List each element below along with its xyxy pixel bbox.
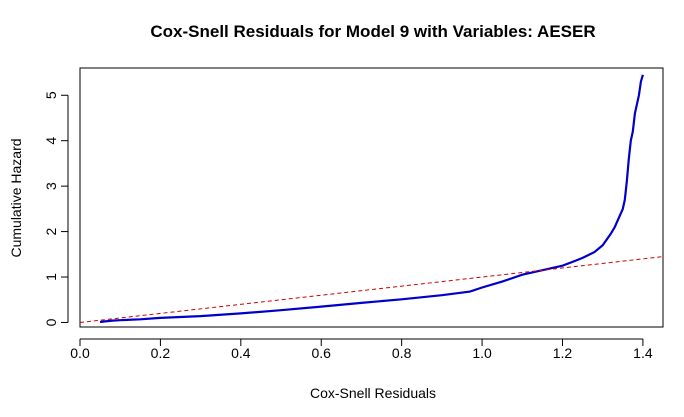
y-tick-label: 3	[43, 182, 59, 190]
y-tick-label: 2	[43, 227, 59, 235]
x-axis-label: Cox-Snell Residuals	[310, 385, 436, 401]
x-tick-label: 1.4	[633, 345, 653, 361]
plot-box	[79, 67, 664, 328]
residual-curve	[99, 74, 644, 324]
x-axis: 0.0 0.2 0.4 0.6 0.8 1.0 1.2 1.4	[70, 338, 653, 361]
x-tick-label: 0.2	[151, 345, 171, 361]
x-tick-label: 0.0	[70, 345, 90, 361]
x-tick-label: 0.8	[392, 345, 412, 361]
x-tick-label: 0.4	[231, 345, 251, 361]
y-tick-label: 5	[43, 91, 59, 99]
x-tick-label: 1.2	[553, 345, 573, 361]
y-axis-label: Cumulative Hazard	[8, 138, 24, 257]
y-axis: 0 1 2 3 4 5	[43, 91, 69, 326]
x-tick-label: 0.6	[312, 345, 332, 361]
reference-line	[79, 256, 664, 323]
y-tick-label: 1	[43, 273, 59, 281]
y-tick-label: 0	[43, 318, 59, 326]
x-tick-label: 1.0	[472, 345, 492, 361]
series-group	[79, 74, 664, 324]
chart-title: Cox-Snell Residuals for Model 9 with Var…	[150, 22, 595, 41]
y-tick-label: 4	[43, 137, 59, 145]
